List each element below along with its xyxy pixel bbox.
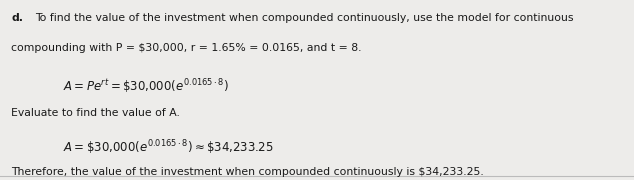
Text: $A = \$30{,}000\left(e^{0.0165\cdot 8}\right) \approx \$34{,}233.25$: $A = \$30{,}000\left(e^{0.0165\cdot 8}\r… [63, 139, 274, 157]
Text: compounding with P = $30,000, r = 1.65% = 0.0165, and t = 8.: compounding with P = $30,000, r = 1.65% … [11, 43, 362, 53]
Text: To find the value of the investment when compounded continuously, use the model : To find the value of the investment when… [36, 13, 574, 23]
Text: Evaluate to find the value of A.: Evaluate to find the value of A. [11, 108, 180, 118]
Text: d.: d. [11, 13, 23, 23]
Text: $A = Pe^{rt} = \$30{,}000\left(e^{0.0165\cdot 8}\right)$: $A = Pe^{rt} = \$30{,}000\left(e^{0.0165… [63, 77, 230, 96]
Text: Therefore, the value of the investment when compounded continuously is $34,233.2: Therefore, the value of the investment w… [11, 167, 484, 177]
